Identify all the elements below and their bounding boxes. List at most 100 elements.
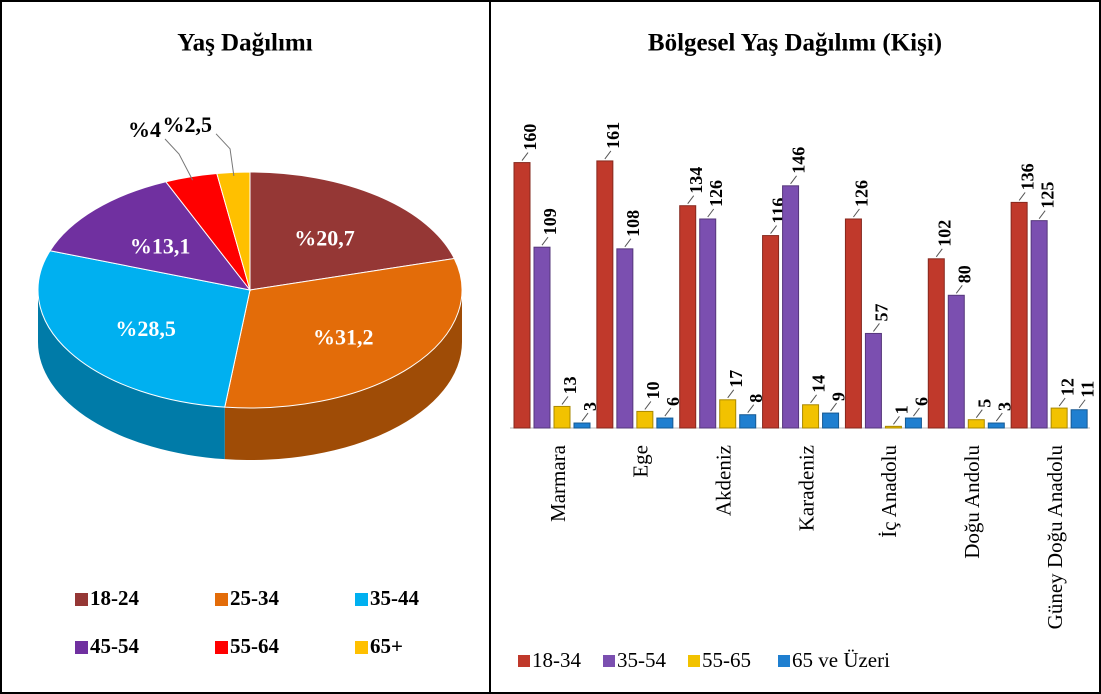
bar — [1010, 201, 1028, 429]
bar — [739, 414, 757, 429]
value-label: 14 — [809, 375, 829, 393]
bar — [904, 417, 922, 429]
value-label: 1 — [892, 405, 912, 414]
leader-line — [853, 208, 860, 218]
slice-label: %2,5 — [163, 112, 213, 137]
leader-line — [541, 236, 549, 246]
legend-label: 35-54 — [617, 648, 666, 672]
bar — [762, 235, 780, 429]
x-tick-label: Doğu Andolu — [960, 445, 984, 559]
bar — [513, 162, 531, 429]
value-label: 8 — [746, 394, 766, 403]
value-label: 161 — [603, 122, 623, 149]
value-label: 57 — [872, 303, 892, 321]
bar — [884, 425, 902, 429]
value-label: 9 — [829, 392, 849, 401]
value-label: 126 — [706, 180, 726, 207]
legend-label: 35-44 — [370, 586, 419, 610]
leader-line — [913, 407, 920, 417]
x-tick-label: Karadeniz — [794, 445, 818, 531]
bar — [1050, 407, 1068, 429]
value-label: 11 — [1077, 381, 1097, 398]
value-label: 6 — [912, 397, 932, 406]
legend-label: 55-64 — [230, 634, 279, 658]
leader-line — [893, 416, 900, 425]
value-label: 6 — [663, 397, 683, 406]
legend-swatch — [603, 655, 615, 667]
leader-line — [215, 133, 235, 176]
leader-line — [935, 248, 943, 258]
leader-line — [1038, 210, 1046, 219]
bar — [573, 422, 591, 429]
slice-side — [38, 290, 225, 460]
leader-line — [747, 404, 755, 414]
value-label: 13 — [560, 376, 580, 394]
bar — [844, 218, 862, 429]
leader-line — [624, 238, 632, 248]
leader-line — [561, 396, 569, 405]
leader-line — [644, 401, 652, 410]
bar — [699, 218, 717, 429]
slice — [249, 171, 456, 291]
legend-label: 45-54 — [90, 634, 139, 658]
legend-label: 55-65 — [702, 648, 751, 672]
leader-line — [164, 138, 194, 181]
legend-swatch — [75, 593, 88, 606]
x-tick-label: Güney Doğu Anadolu — [1043, 445, 1067, 630]
bar — [822, 412, 840, 429]
bar — [782, 185, 800, 429]
legend-label: 25-34 — [230, 586, 279, 610]
value-label: 80 — [954, 265, 974, 283]
value-label: 5 — [974, 399, 994, 408]
value-label: 3 — [580, 402, 600, 411]
legend-swatch — [518, 655, 530, 667]
bar — [864, 332, 882, 429]
bar-title: Bölgesel Yaş Dağılımı (Kişi) — [648, 30, 942, 57]
value-label: 109 — [540, 208, 560, 235]
leader-line — [955, 284, 963, 294]
value-label: 102 — [934, 220, 954, 247]
x-tick-label: Marmara — [546, 444, 570, 522]
x-tick-label: İç Anadolu — [877, 445, 901, 538]
legend-label: 18-24 — [90, 586, 139, 610]
leader-line — [687, 195, 695, 205]
bar — [947, 294, 965, 429]
bar — [802, 404, 820, 429]
legend-swatch — [75, 641, 88, 654]
bar — [656, 417, 674, 429]
leader-line — [975, 409, 983, 419]
bar — [927, 258, 945, 429]
value-label: 108 — [623, 210, 643, 237]
value-label: 146 — [789, 147, 809, 174]
leader-line — [604, 150, 612, 160]
legend-swatch — [215, 641, 228, 654]
leader-line — [790, 175, 797, 185]
bar — [719, 399, 737, 429]
slice — [37, 250, 251, 408]
value-label: 125 — [1037, 182, 1057, 209]
bar — [553, 405, 571, 429]
value-label: 12 — [1057, 378, 1077, 396]
slice-label: %20,7 — [294, 226, 355, 251]
x-tick-label: Ege — [629, 445, 653, 478]
value-label: 136 — [1017, 163, 1037, 190]
legend-label: 65 ve Üzeri — [792, 648, 890, 672]
bar — [636, 410, 654, 429]
bar — [616, 248, 634, 429]
value-label: 160 — [520, 124, 540, 151]
bar — [679, 205, 697, 429]
slice-label: %31,2 — [313, 325, 374, 350]
legend-swatch — [215, 593, 228, 606]
value-label: 10 — [643, 381, 663, 399]
leader-line — [770, 225, 777, 234]
leader-line — [830, 402, 837, 412]
leader-line — [707, 208, 715, 218]
value-label: 134 — [686, 167, 706, 194]
legend-label: 18-34 — [532, 648, 581, 672]
value-label: 17 — [726, 370, 746, 388]
legend-swatch — [688, 655, 700, 667]
legend-label: 65+ — [370, 634, 403, 658]
leader-line — [873, 323, 880, 332]
